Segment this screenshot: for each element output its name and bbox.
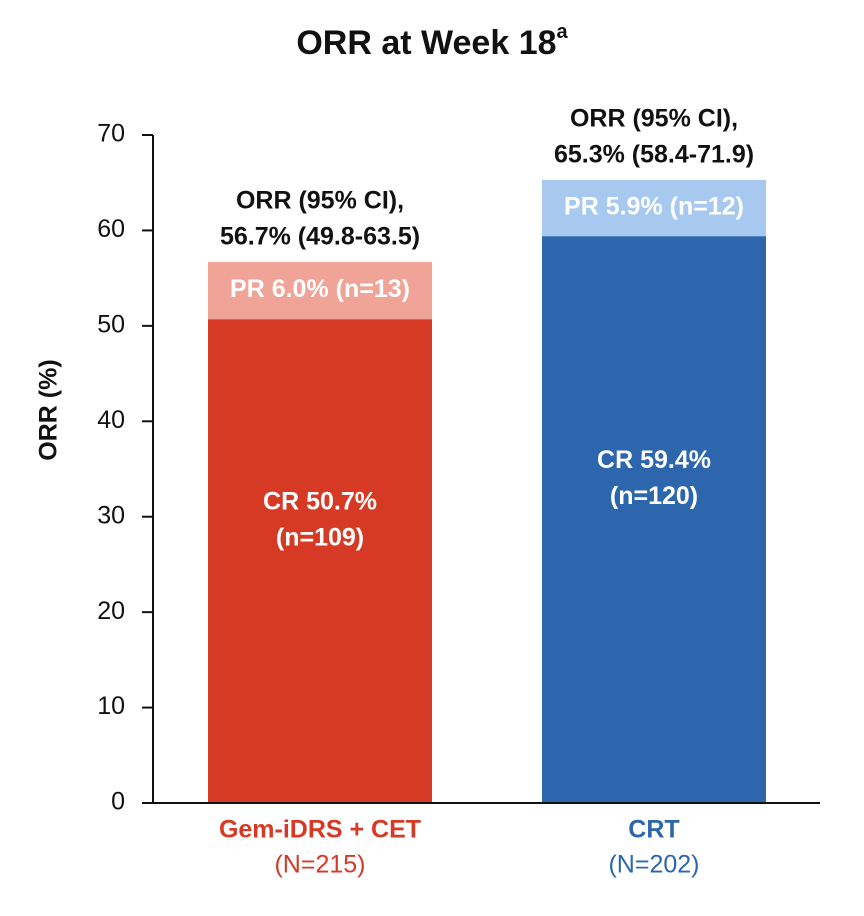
data-label: (n=109)	[276, 524, 364, 552]
y-tick-label: 60	[97, 215, 125, 243]
data-label: (n=120)	[610, 482, 698, 510]
y-tick-label: 70	[97, 120, 125, 148]
y-tick-label: 30	[97, 501, 125, 529]
annotation: ORR (95% CI),	[570, 104, 738, 132]
y-tick-label: 10	[97, 692, 125, 720]
x-tick-label: Gem-iDRS + CET	[219, 816, 421, 844]
y-tick-label: 40	[97, 406, 125, 434]
data-label: CR 59.4%	[597, 446, 711, 474]
annotation: ORR (95% CI),	[236, 187, 404, 215]
title-text: ORR at Week 18	[296, 24, 556, 62]
x-tick-label: CRT	[628, 816, 679, 844]
data-label: CR 50.7%	[263, 488, 377, 516]
y-tick-label: 50	[97, 310, 125, 338]
bar-segment	[542, 236, 766, 803]
x-tick-sublabel: (N=202)	[608, 851, 699, 879]
bar-segment	[542, 179, 766, 237]
annotation: 56.7% (49.8-63.5)	[220, 223, 420, 251]
y-axis-label: ORR (%)	[35, 359, 63, 460]
bar-segment	[208, 319, 432, 803]
chart-title: ORR at Week 18a	[296, 21, 568, 62]
title-superscript: a	[557, 21, 569, 43]
data-label: PR 6.0% (n=13)	[230, 275, 410, 303]
bar-segment	[208, 261, 432, 320]
annotation: 65.3% (58.4-71.9)	[554, 140, 754, 168]
data-label: PR 5.9% (n=12)	[564, 193, 744, 221]
x-tick-sublabel: (N=215)	[274, 851, 365, 879]
y-tick-label: 0	[111, 788, 125, 816]
y-tick-label: 20	[97, 597, 125, 625]
